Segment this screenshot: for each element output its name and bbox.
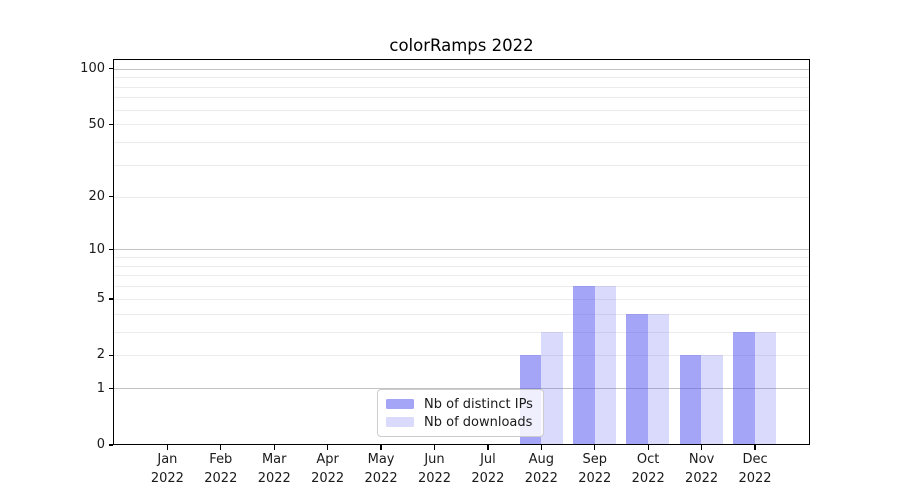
gridline-minor bbox=[114, 196, 809, 198]
x-tickmark bbox=[701, 445, 703, 450]
y-tickmark bbox=[108, 444, 113, 446]
bar-distinct-ips bbox=[626, 313, 648, 444]
y-tickmark bbox=[108, 298, 113, 300]
y-tickmark bbox=[108, 387, 113, 390]
gridline-minor bbox=[114, 97, 809, 99]
x-tickmark bbox=[487, 445, 489, 450]
gridline-minor bbox=[114, 109, 809, 111]
legend-swatch-downloads bbox=[386, 417, 414, 427]
legend: Nb of distinct IPs Nb of downloads bbox=[377, 389, 544, 437]
x-tickmark bbox=[754, 445, 756, 450]
chart-title: colorRamps 2022 bbox=[389, 36, 534, 55]
x-tick-label: Feb 2022 bbox=[204, 452, 238, 486]
x-tickmark bbox=[273, 445, 275, 450]
x-tickmark bbox=[327, 445, 329, 450]
gridline-minor bbox=[114, 257, 809, 259]
gridline-minor bbox=[114, 313, 809, 315]
plot-area bbox=[113, 59, 810, 445]
x-tickmark bbox=[433, 445, 436, 450]
gridline-minor bbox=[114, 142, 809, 144]
x-tickmark bbox=[220, 445, 222, 450]
gridline-minor bbox=[114, 275, 809, 277]
x-tick-label: May 2022 bbox=[364, 452, 398, 486]
bar-distinct-ips bbox=[679, 355, 702, 444]
y-tickmark bbox=[108, 196, 113, 198]
bar-downloads bbox=[701, 355, 723, 444]
x-tickmark bbox=[647, 445, 649, 450]
y-tick-label: 20 bbox=[88, 189, 105, 205]
gridline-decade bbox=[114, 249, 809, 251]
y-tickmark bbox=[108, 123, 113, 126]
bar-downloads bbox=[647, 313, 670, 444]
bar-distinct-ips bbox=[733, 331, 755, 444]
y-tickmark bbox=[108, 68, 113, 70]
y-tickmark bbox=[108, 354, 113, 357]
x-tick-label: Dec 2022 bbox=[738, 452, 772, 486]
y-tick-label: 10 bbox=[88, 241, 105, 257]
bar-downloads bbox=[594, 286, 617, 444]
gridline-minor bbox=[114, 124, 809, 126]
x-tickmark bbox=[594, 445, 596, 450]
gridline-decade bbox=[114, 388, 809, 390]
x-tick-label: Oct 2022 bbox=[631, 452, 665, 486]
gridline-minor bbox=[114, 164, 809, 166]
legend-label-downloads: Nb of downloads bbox=[424, 414, 533, 430]
x-tick-label: Jul 2022 bbox=[471, 452, 505, 486]
x-tick-label: Aug 2022 bbox=[524, 452, 558, 486]
gridline-decade bbox=[114, 68, 809, 70]
gridline-minor bbox=[114, 86, 809, 88]
gridline-minor bbox=[114, 77, 809, 79]
x-tick-label: Jun 2022 bbox=[417, 452, 452, 486]
bar-downloads bbox=[541, 331, 563, 444]
y-tickmark bbox=[108, 248, 113, 251]
legend-entry-downloads: Nb of downloads bbox=[386, 414, 534, 430]
bar-distinct-ips bbox=[573, 286, 595, 444]
y-tick-label: 0 bbox=[96, 437, 105, 453]
gridline-minor bbox=[114, 298, 809, 300]
legend-swatch-distinct-ips bbox=[386, 399, 414, 409]
x-tickmark bbox=[166, 445, 168, 450]
x-tickmark bbox=[380, 445, 382, 450]
x-tick-label: Nov 2022 bbox=[685, 452, 719, 486]
y-tick-label: 2 bbox=[96, 347, 105, 363]
x-tick-label: Sep 2022 bbox=[578, 452, 612, 486]
bar-downloads bbox=[754, 331, 777, 444]
legend-entry-distinct-ips: Nb of distinct IPs bbox=[386, 396, 534, 412]
gridline-minor bbox=[114, 355, 809, 357]
x-tick-label: Mar 2022 bbox=[257, 452, 291, 486]
y-tick-label: 100 bbox=[80, 61, 105, 77]
legend-label-distinct-ips: Nb of distinct IPs bbox=[424, 396, 533, 412]
y-tick-label: 50 bbox=[88, 116, 105, 132]
gridline-minor bbox=[114, 265, 809, 267]
x-tickmark bbox=[540, 445, 542, 450]
y-tick-label: 1 bbox=[96, 380, 105, 396]
x-tick-label: Jan 2022 bbox=[150, 452, 184, 486]
y-tick-label: 5 bbox=[96, 291, 105, 307]
gridline-minor bbox=[114, 331, 809, 333]
gridline-minor bbox=[114, 286, 809, 288]
x-tick-label: Apr 2022 bbox=[311, 452, 345, 486]
